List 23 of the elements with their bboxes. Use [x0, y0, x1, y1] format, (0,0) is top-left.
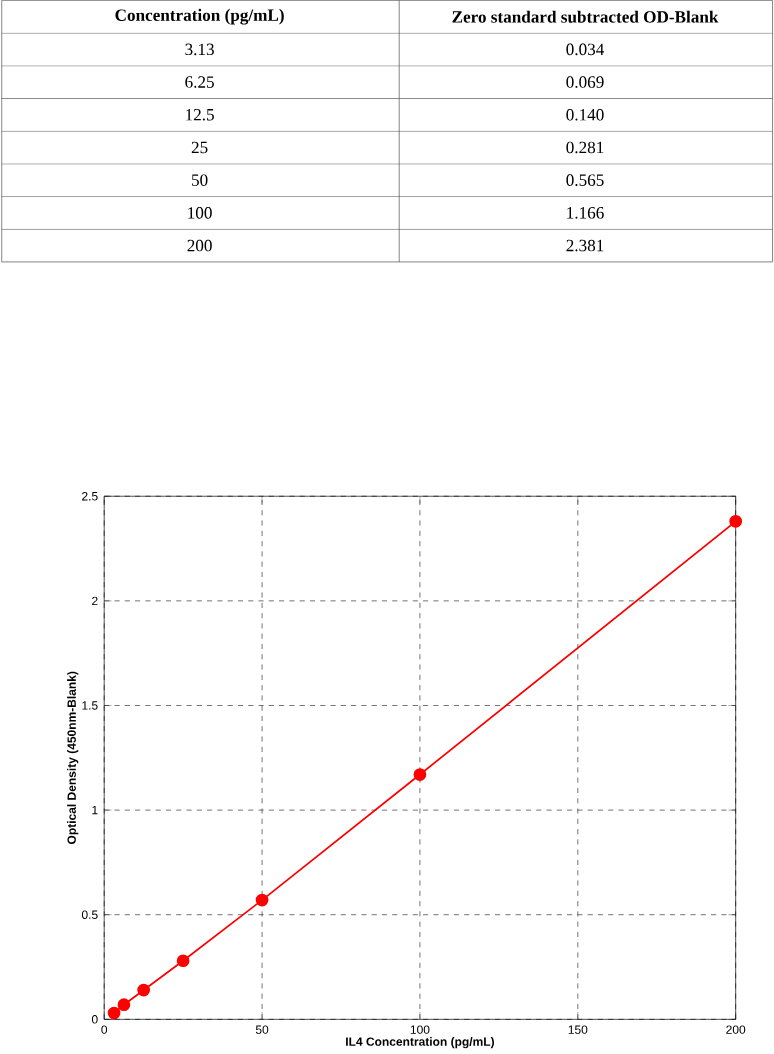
text: 0.140 — [566, 108, 604, 121]
text: 100 — [188, 207, 212, 219]
text: 2.381 — [566, 239, 604, 252]
point — [176, 954, 190, 968]
text: 50 — [191, 174, 208, 186]
point — [107, 1006, 121, 1020]
point — [117, 998, 131, 1012]
text: Concentration (pg/mL) — [115, 8, 284, 25]
point — [413, 768, 427, 781]
point — [729, 514, 742, 528]
text: 0.565 — [566, 174, 604, 186]
point — [137, 983, 150, 997]
text: Zero standard subtracted OD-Blank — [452, 10, 719, 23]
point — [255, 893, 269, 907]
text: 6.25 — [185, 76, 214, 88]
text: 0.069 — [566, 76, 604, 88]
text: 3.13 — [185, 43, 214, 56]
text: 25 — [191, 141, 208, 154]
text: 0.281 — [566, 141, 604, 154]
text: 12.5 — [185, 108, 214, 121]
text: 0.034 — [566, 43, 604, 56]
text: 1.166 — [567, 207, 604, 219]
text: 200 — [187, 239, 212, 252]
